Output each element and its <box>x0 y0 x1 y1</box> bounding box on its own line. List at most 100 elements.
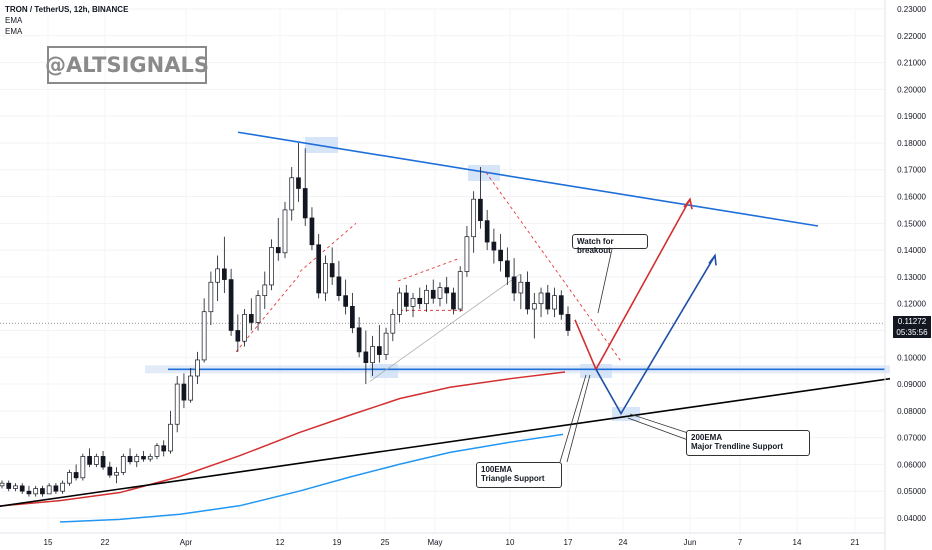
candle-body <box>444 287 450 294</box>
rect-top-line <box>397 257 461 282</box>
indicator-ema-2[interactable]: EMA <box>5 27 23 36</box>
candle-body <box>80 456 86 479</box>
y-tick-label: 0.08000 <box>897 407 926 416</box>
descending-resistance-line <box>237 131 819 227</box>
candle-body <box>370 346 375 363</box>
candle-body <box>451 292 456 310</box>
highlight-box <box>468 165 500 181</box>
candle-body <box>134 456 140 463</box>
y-tick-label: 0.18000 <box>897 139 926 148</box>
y-tick-label: 0.13000 <box>897 273 926 282</box>
trend-drawings <box>0 131 891 508</box>
candle-body <box>410 297 416 307</box>
candle-body <box>424 289 429 305</box>
x-tick-label: Apr <box>180 538 193 547</box>
candle-body <box>511 276 517 294</box>
x-tick-label: 17 <box>564 538 573 547</box>
countdown-timer: 05:35:56 <box>896 328 928 337</box>
x-tick-label: 7 <box>738 538 743 547</box>
candle-body <box>215 268 220 283</box>
candle-body <box>282 209 288 254</box>
candle-body <box>350 306 355 329</box>
candle-body <box>491 241 497 251</box>
candle-body <box>376 346 382 355</box>
candle-body <box>323 263 328 294</box>
candle-body <box>93 456 99 465</box>
candle-body <box>484 220 490 243</box>
candle-body <box>363 351 369 363</box>
candle-body <box>195 359 200 377</box>
candle-body <box>87 456 92 465</box>
candle-body <box>181 383 187 401</box>
candle-body <box>120 456 126 473</box>
y-tick-label: 0.17000 <box>897 166 926 175</box>
watch-breakout-text: Watch for breakout <box>577 237 614 255</box>
bullish-arrowhead <box>683 197 693 210</box>
candle-body <box>60 482 65 492</box>
candle-body <box>33 488 39 495</box>
ema200-note-sub: Major Trendline Support <box>691 442 784 451</box>
ema200-note-connector <box>627 413 689 441</box>
x-tick-label: 12 <box>276 538 285 547</box>
y-tick-label: 0.04000 <box>897 514 926 523</box>
ema100-note-title: 100EMA <box>481 465 513 474</box>
candle-body <box>208 281 214 313</box>
candle-body <box>242 314 247 342</box>
symbol-title: TRON / TetherUS, 12h, BINANCE <box>5 5 129 14</box>
candle-body <box>302 188 308 219</box>
candle-body <box>383 332 389 355</box>
x-tick-label: Jun <box>684 538 697 547</box>
x-tick-label: 24 <box>619 538 628 547</box>
candle-body <box>552 295 557 310</box>
candle-body <box>141 456 146 460</box>
candle-body <box>269 247 274 286</box>
candle-body <box>397 292 402 315</box>
candle-body <box>558 295 564 315</box>
y-tick-label: 0.12000 <box>897 300 926 309</box>
candle-body <box>390 314 396 334</box>
x-tick-label: May <box>427 538 442 547</box>
candle-body <box>316 244 322 294</box>
candle-body <box>53 485 59 492</box>
y-tick-label: 0.14000 <box>897 246 926 255</box>
candle-body <box>498 249 503 262</box>
watch-breakout-note: Watch for breakout <box>572 234 648 255</box>
candle-body <box>457 271 463 310</box>
candle-body <box>228 279 234 331</box>
ema100-note-connector <box>559 374 591 463</box>
candle-body <box>235 330 241 342</box>
grid <box>0 8 885 533</box>
candle-body <box>356 327 362 353</box>
projection-arrows <box>559 197 717 463</box>
candle-body <box>100 456 106 468</box>
y-tick-label: 0.22000 <box>897 32 926 41</box>
candle-body <box>531 303 537 310</box>
highlight-box <box>580 364 612 378</box>
candle-body <box>403 292 409 307</box>
candle-body <box>248 314 254 323</box>
candle-body <box>127 456 133 463</box>
candle-body <box>565 314 571 331</box>
rising-trendline-support <box>0 377 891 508</box>
indicator-ema-1[interactable]: EMA <box>5 16 23 25</box>
candle-body <box>154 445 160 457</box>
x-tick-label: 25 <box>381 538 390 547</box>
candle-body <box>201 311 207 361</box>
y-tick-label: 0.10000 <box>897 353 926 362</box>
y-tick-label: 0.05000 <box>897 487 926 496</box>
flag-lower-line <box>235 273 301 353</box>
candle-body <box>161 445 167 452</box>
candle-body <box>73 472 79 479</box>
candle-body <box>40 488 45 495</box>
candle-body <box>538 292 544 305</box>
ema100-note-sub: Triangle Support <box>481 474 545 483</box>
x-tick-label: 10 <box>506 538 515 547</box>
y-tick-label: 0.06000 <box>897 460 926 469</box>
candle-body <box>518 281 524 294</box>
y-tick-label: 0.19000 <box>897 112 926 121</box>
x-tick-label: 21 <box>851 538 860 547</box>
y-tick-label: 0.16000 <box>897 193 926 202</box>
x-tick-label: 22 <box>101 538 110 547</box>
